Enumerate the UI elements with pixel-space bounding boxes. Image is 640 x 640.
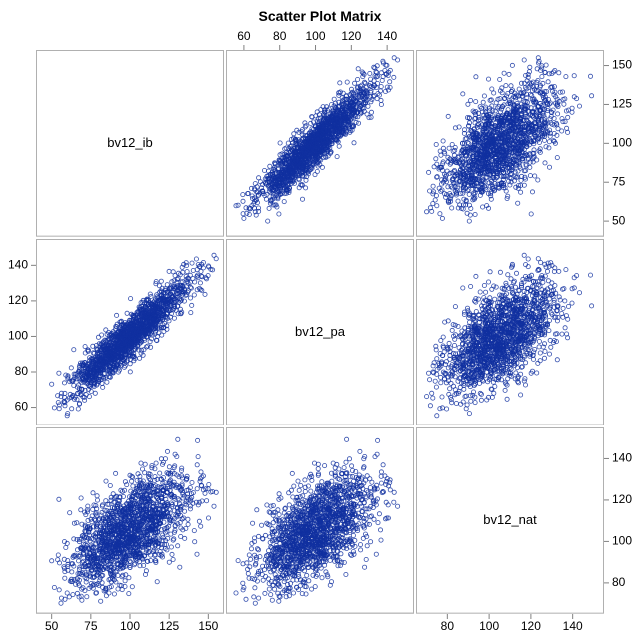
tick-label: 125 (159, 619, 179, 633)
tick-label: 150 (198, 619, 218, 633)
tick-label: 100 (306, 29, 326, 43)
tick-label: 120 (8, 293, 28, 307)
tick-label: 100 (612, 136, 632, 150)
tick-label: 75 (84, 619, 98, 633)
tick-label: 120 (341, 29, 361, 43)
tick-label: 125 (612, 97, 632, 111)
tick-label: 150 (612, 58, 632, 72)
tick-label: 60 (15, 400, 29, 414)
tick-label: 100 (612, 534, 632, 548)
tick-label: 75 (612, 174, 626, 188)
tick-label: 140 (563, 619, 583, 633)
tick-label: 80 (441, 619, 455, 633)
scatter-panel-bv12_pa-vs-bv12_nat (416, 239, 604, 426)
tick-label: 100 (8, 329, 28, 343)
tick-label: 80 (15, 364, 29, 378)
scatter-plot-matrix: Scatter Plot Matrix bv12_ib bv12_pa bv12_na… (0, 0, 640, 640)
tick-label: 100 (479, 619, 499, 633)
tick-label: 140 (8, 258, 28, 272)
chart-title: Scatter Plot Matrix (0, 8, 640, 24)
scatter-panel-bv12_ib-vs-bv12_nat (416, 50, 604, 237)
tick-label: 120 (521, 619, 541, 633)
tick-label: 50 (45, 619, 59, 633)
tick-label: 100 (120, 619, 140, 633)
tick-label: 80 (273, 29, 287, 43)
tick-label: 120 (612, 492, 632, 506)
tick-label: 140 (377, 29, 397, 43)
tick-label: 140 (612, 451, 632, 465)
variable-label: bv12_nat (483, 512, 537, 527)
variable-label: bv12_pa (295, 323, 346, 338)
tick-label: 60 (237, 29, 251, 43)
scatter-panel-bv12_nat-vs-bv12_ib (36, 427, 224, 614)
variable-label: bv12_ib (107, 135, 153, 150)
tick-label: 50 (612, 213, 626, 227)
scatter-panel-bv12_pa-vs-bv12_ib (36, 239, 224, 426)
tick-label: 80 (612, 575, 626, 589)
diag-panel-bv12_pa: bv12_pa (226, 239, 414, 426)
diag-panel-bv12_ib: bv12_ib (36, 50, 224, 237)
scatter-panel-bv12_ib-vs-bv12_pa (226, 50, 414, 237)
scatter-panel-bv12_nat-vs-bv12_pa (226, 427, 414, 614)
diag-panel-bv12_nat: bv12_nat (416, 427, 604, 614)
